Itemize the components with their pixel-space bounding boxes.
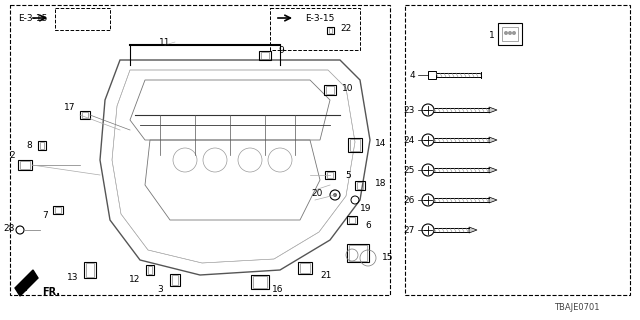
Polygon shape — [489, 197, 497, 203]
Bar — [84, 262, 96, 278]
Text: TBAJE0701: TBAJE0701 — [554, 303, 600, 313]
Bar — [328, 28, 332, 33]
Bar — [38, 140, 46, 149]
Bar — [82, 112, 88, 118]
Bar — [502, 27, 518, 41]
Bar — [298, 262, 312, 274]
Text: 12: 12 — [129, 276, 140, 284]
Circle shape — [508, 31, 512, 35]
Text: 16: 16 — [272, 285, 284, 294]
Text: 10: 10 — [342, 84, 353, 92]
Text: 2: 2 — [10, 150, 15, 159]
Text: 17: 17 — [63, 102, 75, 111]
Polygon shape — [489, 167, 497, 173]
Bar — [357, 181, 363, 188]
Bar — [53, 206, 63, 214]
Text: 24: 24 — [404, 135, 415, 145]
Bar — [170, 274, 180, 286]
Bar — [348, 138, 362, 152]
Text: 9: 9 — [278, 45, 284, 54]
Circle shape — [333, 193, 337, 197]
Text: 19: 19 — [360, 204, 371, 212]
Bar — [349, 245, 367, 261]
Bar — [261, 52, 269, 59]
Bar — [251, 275, 269, 289]
Polygon shape — [489, 137, 497, 143]
Bar — [253, 276, 267, 288]
Text: 25: 25 — [404, 165, 415, 174]
Bar — [347, 216, 357, 224]
Bar — [80, 111, 90, 119]
Polygon shape — [469, 227, 477, 233]
Text: 4: 4 — [410, 70, 415, 79]
Bar — [498, 23, 522, 45]
Circle shape — [512, 31, 516, 35]
Bar — [327, 172, 333, 178]
Text: 23: 23 — [404, 106, 415, 115]
Text: 7: 7 — [42, 211, 48, 220]
Bar — [355, 180, 365, 189]
Text: 22: 22 — [340, 23, 351, 33]
Text: E-3-15: E-3-15 — [18, 13, 47, 22]
Text: 3: 3 — [157, 285, 163, 294]
Bar — [148, 266, 152, 274]
Polygon shape — [489, 107, 497, 113]
Circle shape — [504, 31, 508, 35]
Text: 18: 18 — [375, 179, 387, 188]
Text: 1: 1 — [489, 30, 495, 39]
Bar — [20, 161, 30, 169]
Text: 14: 14 — [375, 139, 387, 148]
Text: 6: 6 — [365, 220, 371, 229]
Text: 20: 20 — [312, 188, 323, 197]
Bar — [18, 160, 32, 170]
Bar — [324, 85, 336, 95]
Text: 13: 13 — [67, 274, 78, 283]
Text: E-3-15: E-3-15 — [305, 13, 334, 22]
Text: FR.: FR. — [42, 287, 60, 297]
Text: 15: 15 — [382, 253, 394, 262]
Bar — [172, 275, 178, 285]
Bar — [347, 244, 369, 262]
Bar — [428, 71, 436, 79]
Text: 28: 28 — [4, 223, 15, 233]
Bar — [349, 217, 355, 223]
Text: 5: 5 — [345, 171, 351, 180]
Bar — [300, 263, 310, 273]
Bar — [55, 207, 61, 213]
Text: 11: 11 — [159, 37, 171, 46]
Bar — [350, 139, 360, 151]
Text: 27: 27 — [404, 226, 415, 235]
Polygon shape — [15, 270, 38, 296]
Bar — [325, 171, 335, 179]
Text: 26: 26 — [404, 196, 415, 204]
Bar — [40, 141, 44, 148]
Bar — [146, 265, 154, 275]
Bar — [326, 86, 334, 94]
Text: 8: 8 — [26, 140, 32, 149]
Bar — [86, 263, 94, 277]
Text: 21: 21 — [320, 270, 332, 279]
Bar — [326, 27, 333, 34]
Bar — [259, 51, 271, 60]
